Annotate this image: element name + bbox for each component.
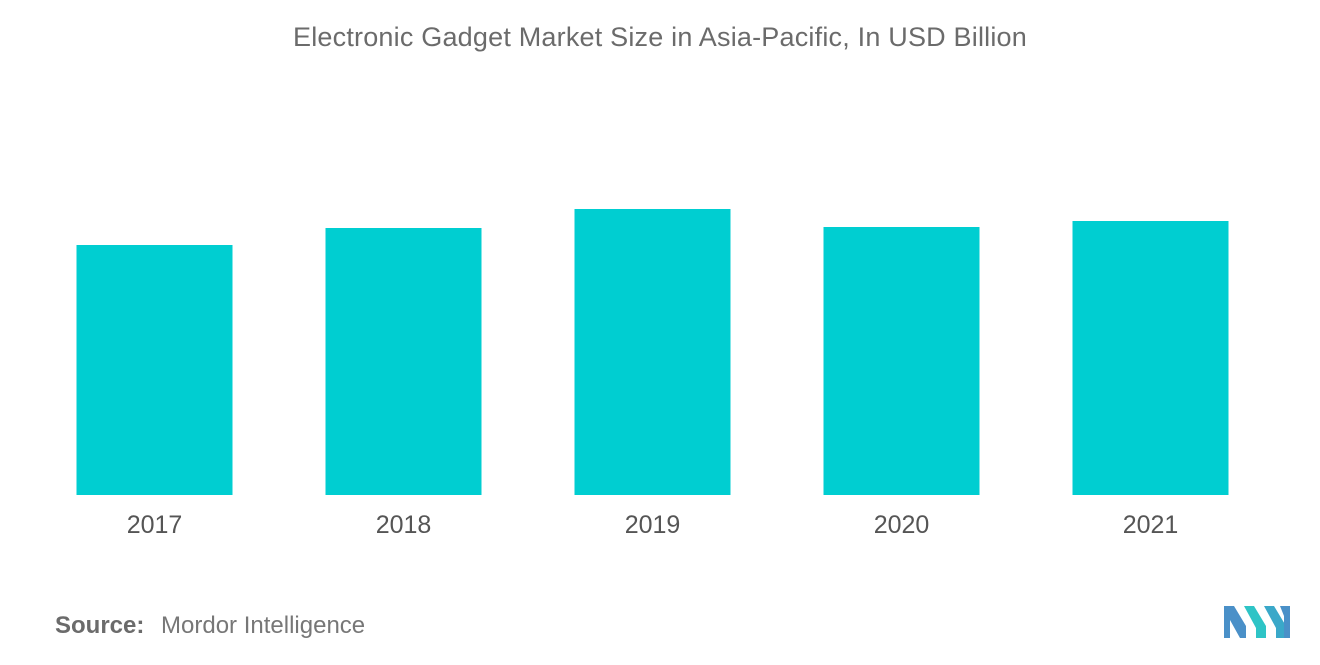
bar-group: [76, 209, 1229, 495]
x-tick-label-2019: 2019: [625, 511, 681, 539]
mordor-intelligence-logo-icon: [1224, 606, 1290, 638]
bar-chart: 2017 2018 2019 2020 2021: [76, 209, 1229, 539]
bar-2017: [76, 245, 233, 495]
bar-2021: [1072, 221, 1229, 495]
x-tick-label-2017: 2017: [127, 511, 183, 539]
bar-2019: [574, 209, 731, 495]
bar-2018: [325, 228, 482, 495]
x-axis-tick-labels: 2017 2018 2019 2020 2021: [127, 511, 1179, 539]
x-tick-label-2018: 2018: [376, 511, 432, 539]
source-label: Source:: [55, 612, 145, 639]
x-tick-label-2021: 2021: [1123, 511, 1179, 539]
bar-2020: [823, 227, 980, 495]
source-note: Source: Mordor Intelligence: [55, 612, 365, 640]
x-tick-label-2020: 2020: [874, 511, 930, 539]
source-value: Mordor Intelligence: [161, 612, 366, 639]
chart-title: Electronic Gadget Market Size in Asia-Pa…: [293, 22, 1027, 52]
